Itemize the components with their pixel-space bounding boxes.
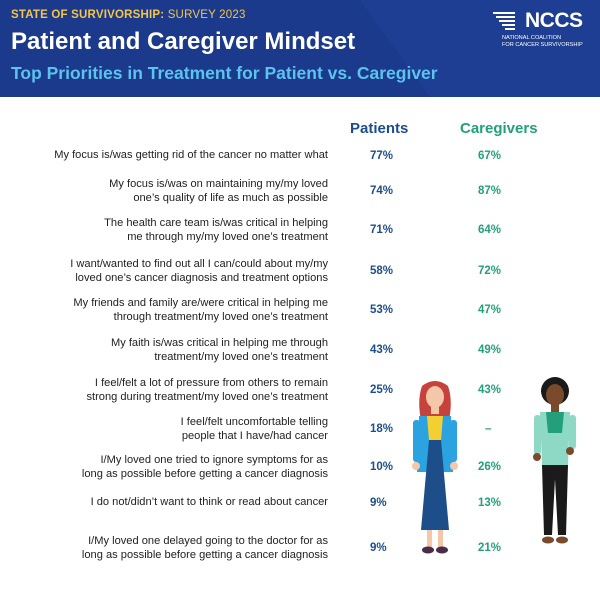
priority-statement: I want/wanted to find out all I can/coul… [70,257,328,285]
column-header-patients: Patients [350,120,409,137]
priority-statement: My focus is/was on maintaining my/my lov… [109,177,328,205]
page-subtitle: Top Priorities in Treatment for Patient … [11,63,438,83]
statement-line-1: My friends and family are/were critical … [73,297,328,309]
caregivers-value: 47% [478,304,502,316]
statement-line-1: My faith is/was critical in helping me t… [110,337,328,349]
priority-statement: My focus is/was getting rid of the cance… [54,148,328,162]
table-row: The health care team is/was critical in … [0,216,600,246]
statement-line-1: The health care team is/was critical in … [104,217,328,229]
caregivers-value: 67% [478,150,502,162]
patients-value: 74% [370,185,394,197]
patients-value: 25% [370,384,394,396]
priority-statement: I/My loved one tried to ignore symptoms … [82,453,328,481]
page-title: Patient and Caregiver Mindset [11,28,356,55]
statement-line-2: loved one’s cancer diagnosis and treatme… [75,272,328,284]
priority-statement: I/My loved one delayed going to the doct… [82,534,328,562]
table-row: I do not/didn’t want to think or read ab… [0,495,600,511]
column-header-caregivers: Caregivers [460,120,538,137]
table-row: I feel/felt uncomfortable telling people … [0,415,600,445]
statement-line-1: My focus is/was getting rid of the cance… [54,149,328,161]
caregivers-value: 87% [478,185,502,197]
caregiver-figure [533,377,576,544]
statement-line-2: long as possible before getting a cancer… [81,468,328,480]
table-row: My faith is/was critical in helping me t… [0,336,600,366]
statement-line-1: I do not/didn’t want to think or read ab… [90,496,328,508]
priority-statement: My friends and family are/were critical … [73,296,328,324]
table-row: My friends and family are/were critical … [0,296,600,326]
patients-value: 53% [370,304,394,316]
table-row: I/My loved one delayed going to the doct… [0,534,600,564]
priority-statement: I feel/felt uncomfortable telling people … [181,415,328,443]
statement-line-1: My focus is/was on maintaining my/my lov… [109,178,328,190]
patients-value: 9% [370,542,387,554]
patients-value: 77% [370,150,394,162]
caregivers-value: 64% [478,224,502,236]
patients-value: 58% [370,265,394,277]
logo-tagline-line1: NATIONAL COALITION [502,35,562,41]
patients-value: 10% [370,461,394,473]
caregivers-value: – [485,423,492,435]
patients-value: 18% [370,423,394,435]
header-banner: STATE OF SURVIVORSHIP: SURVEY 2023 Patie… [0,0,600,97]
statement-line-1: I/My loved one tried to ignore symptoms … [100,454,328,466]
table-row: I feel/felt a lot of pressure from other… [0,376,600,406]
statement-line-2: long as possible before getting a cancer… [81,549,328,561]
patients-value: 43% [370,344,394,356]
patient-figure [412,381,458,554]
statement-line-2: one’s quality of life as much as possibl… [133,192,328,204]
table-row: My focus is/was on maintaining my/my lov… [0,177,600,207]
kicker-light: SURVEY 2023 [167,9,246,21]
patients-value: 71% [370,224,394,236]
caregivers-value: 49% [478,344,502,356]
statement-line-1: I/My loved one delayed going to the doct… [88,535,328,547]
statement-line-2: people that I have/had cancer [181,430,328,442]
caregivers-value: 72% [478,265,502,277]
patients-value: 9% [370,497,387,509]
priority-statement: I do not/didn’t want to think or read ab… [91,495,328,509]
logo-tagline-line2: FOR CANCER SURVIVORSHIP [502,41,583,48]
statement-line-2: treatment/my loved one’s treatment [154,351,328,363]
priority-statement: I feel/felt a lot of pressure from other… [86,376,328,404]
caregivers-value: 43% [478,384,502,396]
kicker-bold: STATE OF SURVIVORSHIP: [11,9,165,21]
statement-line-1: I want/wanted to find out all I can/coul… [70,258,328,270]
statement-line-2: strong during treatment/my loved one’s t… [86,391,328,403]
caregivers-value: 13% [478,497,502,509]
statement-line-2: through treatment/my loved one’s treatme… [113,311,328,323]
priority-statement: My faith is/was critical in helping me t… [111,336,328,364]
nccs-logo-icon [493,12,515,30]
statement-line-1: I feel/felt a lot of pressure from other… [94,377,328,389]
caregivers-value: 21% [478,542,502,554]
logo-tagline: NATIONAL COALITION FOR CANCER SURVIVORSH… [502,35,597,48]
statement-line-1: I feel/felt uncomfortable telling [180,416,328,428]
priority-statement: The health care team is/was critical in … [104,216,328,244]
table-row: My focus is/was getting rid of the cance… [0,148,600,164]
survey-kicker: STATE OF SURVIVORSHIP: SURVEY 2023 [11,9,246,21]
table-row: I/My loved one tried to ignore symptoms … [0,453,600,483]
statement-line-2: me through my/my loved one’s treatment [127,231,328,243]
logo-wordmark: NCCS [525,9,583,32]
table-row: I want/wanted to find out all I can/coul… [0,257,600,287]
caregivers-value: 26% [478,461,502,473]
